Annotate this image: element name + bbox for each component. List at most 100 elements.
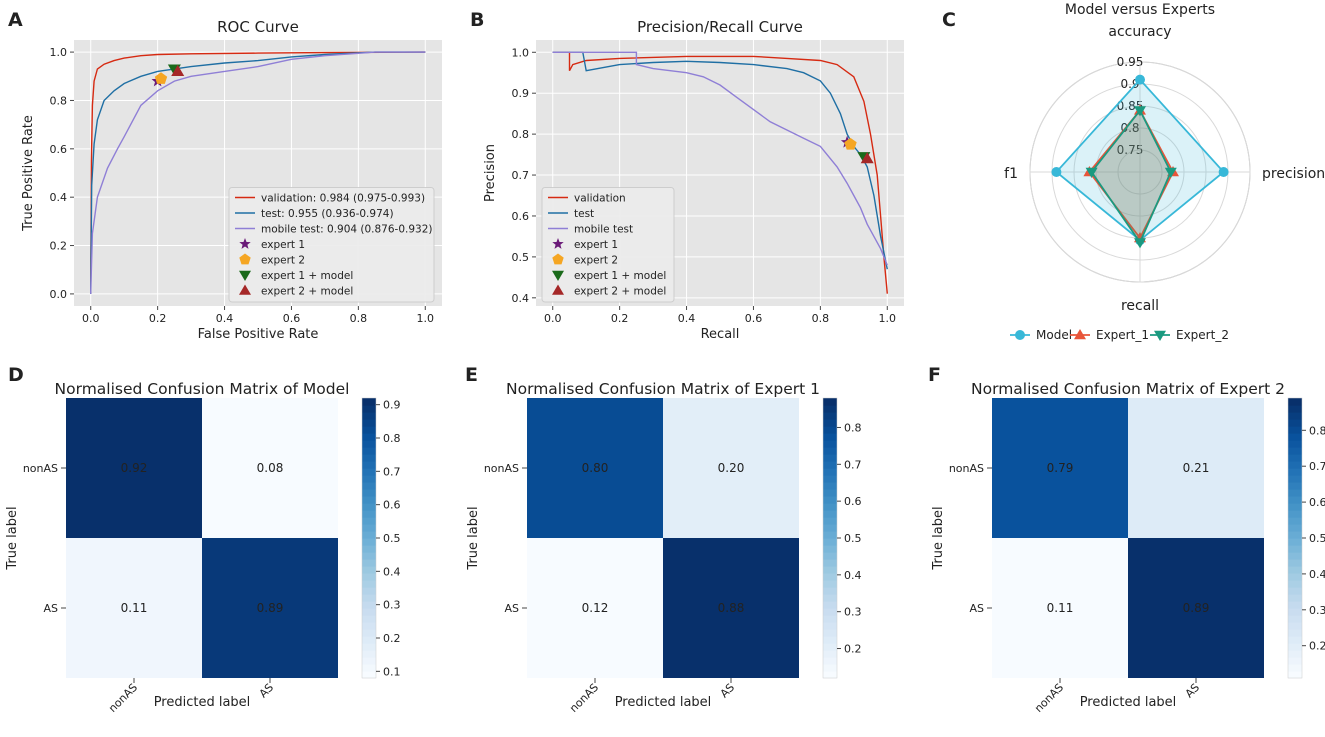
colorbar-segment <box>362 426 376 434</box>
radar-point-model <box>1135 74 1145 85</box>
colorbar-segment <box>362 643 376 651</box>
colorbar-segment <box>1288 671 1302 679</box>
colorbar-segment <box>1288 475 1302 483</box>
marker-expert2_model <box>860 152 874 164</box>
colorbar-segment <box>362 622 376 630</box>
colorbar-segment <box>1288 426 1302 434</box>
legend-label-model: Model <box>1036 328 1072 342</box>
heatmap-cell <box>66 538 202 678</box>
colorbar-segment <box>823 419 837 427</box>
axis-label-f1: f1 <box>1004 166 1018 182</box>
cell-value: 0.12 <box>582 601 609 615</box>
colorbar-segment <box>362 636 376 644</box>
legend-label-expert1_model: expert 1 + model <box>574 270 666 282</box>
colorbar-segment <box>1288 510 1302 518</box>
colorbar-segment <box>362 657 376 665</box>
colorbar-tick-label: 0.7 <box>1309 460 1325 473</box>
radar-point-model <box>1218 167 1229 177</box>
colorbar-segment <box>823 643 837 651</box>
colorbar-segment <box>823 461 837 469</box>
colorbar-segment <box>823 524 837 532</box>
colorbar-tick-label: 0.8 <box>844 421 862 434</box>
colorbar-segment <box>823 615 837 623</box>
colorbar-segment <box>362 405 376 413</box>
colorbar-segment <box>362 475 376 483</box>
colorbar-segment <box>823 587 837 595</box>
colorbar-tick-label: 0.6 <box>383 499 401 512</box>
legend-label-expert2_model: expert 2 + model <box>261 286 353 298</box>
colorbar-segment <box>362 552 376 560</box>
colorbar-segment <box>1288 496 1302 504</box>
col-label: AS <box>257 681 276 700</box>
colorbar-segment <box>1288 566 1302 574</box>
cell-value: 0.89 <box>257 601 284 615</box>
colorbar-segment <box>362 454 376 462</box>
colorbar-segment <box>823 594 837 602</box>
heatmap-cell <box>663 538 799 678</box>
colorbar-segment <box>823 580 837 588</box>
heatmap-cell <box>527 538 663 678</box>
legend-label-expert_2: Expert_2 <box>1176 328 1229 342</box>
heatmap-cell <box>1128 398 1264 538</box>
radar-point-expert_2 <box>1134 238 1146 249</box>
y-tick-label: 0.5 <box>512 251 530 264</box>
row-label: nonAS <box>484 462 519 475</box>
panel-letter-d: D <box>8 364 24 386</box>
x-tick-label: 0.6 <box>283 312 301 325</box>
chart-title: Normalised Confusion Matrix of Model <box>55 380 350 398</box>
colorbar-segment <box>823 636 837 644</box>
legend-label-validation: validation: 0.984 (0.975-0.993) <box>261 193 425 205</box>
colorbar-segment <box>823 650 837 658</box>
y-tick-label: 0.6 <box>512 210 530 223</box>
legend-label-expert2_model: expert 2 + model <box>574 286 666 298</box>
colorbar-segment <box>362 608 376 616</box>
colorbar-segment <box>362 496 376 504</box>
colorbar-segment <box>1288 433 1302 441</box>
row-label: AS <box>43 602 58 615</box>
row-label: AS <box>969 602 984 615</box>
colorbar-tick-label: 0.5 <box>1309 532 1325 545</box>
y-tick-label: 0.4 <box>50 191 68 204</box>
heatmap-cell <box>663 398 799 538</box>
colorbar-segment <box>362 503 376 511</box>
colorbar-segment <box>1288 643 1302 651</box>
cell-value: 0.80 <box>582 461 609 475</box>
heatmap-cell <box>202 538 338 678</box>
colorbar-segment <box>362 419 376 427</box>
colorbar-segment <box>362 594 376 602</box>
colorbar-segment <box>1288 650 1302 658</box>
legend-label-expert1_model: expert 1 + model <box>261 270 353 282</box>
colorbar-segment <box>1288 580 1302 588</box>
colorbar-segment <box>823 608 837 616</box>
precision-recall-chart: 0.0 0.2 0.4 0.6 0.8 1.0 0.4 0.5 0.6 0.7 0.8 0.9 1.0 P… <box>483 18 904 342</box>
colorbar-segment <box>823 566 837 574</box>
legend-marker-expert1_model <box>239 270 251 281</box>
colorbar-tick-label: 0.3 <box>383 599 401 612</box>
colorbar-segment <box>362 468 376 476</box>
marker-expert2_model <box>171 64 185 76</box>
radial-tick-label: 0.9 <box>1120 77 1139 91</box>
colorbar-segment <box>362 601 376 609</box>
series-line-test <box>552 51 888 270</box>
colorbar-segment <box>823 510 837 518</box>
colorbar-tick-label: 0.5 <box>383 532 401 545</box>
colorbar-segment <box>362 650 376 658</box>
colorbar-segment <box>1288 412 1302 420</box>
colorbar-segment <box>1288 608 1302 616</box>
colorbar-segment <box>823 545 837 553</box>
legend-marker-expert1 <box>239 238 251 249</box>
row-label: AS <box>504 602 519 615</box>
colorbar-tick-label: 0.6 <box>844 495 862 508</box>
colorbar-segment <box>362 433 376 441</box>
colorbar-segment <box>362 580 376 588</box>
colorbar-segment <box>823 517 837 525</box>
colorbar-tick-label: 0.4 <box>1309 568 1325 581</box>
axis-label-recall: recall <box>1121 298 1159 314</box>
marker-expert2 <box>844 137 857 150</box>
col-label: nonAS <box>106 681 140 715</box>
y-tick-label: 0.4 <box>512 292 530 305</box>
x-tick-label: 0.0 <box>544 312 562 325</box>
legend-marker-expert2_model <box>239 284 251 295</box>
colorbar-segment <box>1288 482 1302 490</box>
cell-value: 0.21 <box>1183 461 1210 475</box>
